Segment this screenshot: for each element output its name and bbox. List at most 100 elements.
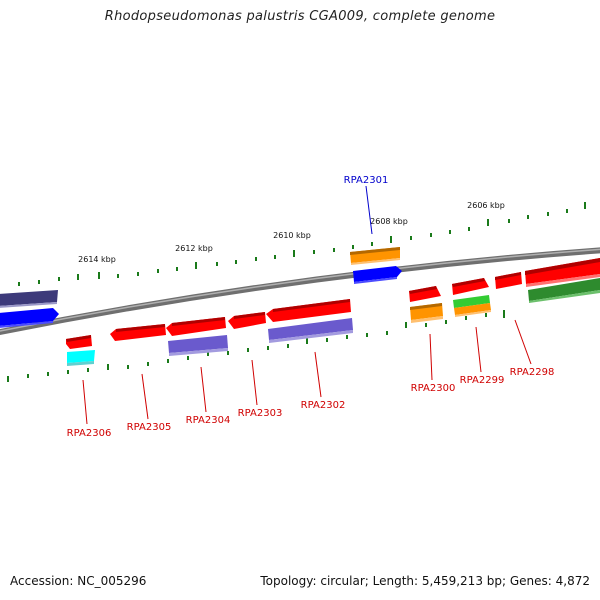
gene-feature-navy[interactable] — [0, 290, 58, 306]
gene-feature-red-top — [234, 312, 265, 319]
scale-tick — [346, 335, 348, 339]
scale-tick — [127, 365, 129, 369]
scale-tick — [58, 277, 60, 281]
scale-tick — [333, 248, 335, 252]
scale-label: 2614 kbp — [78, 255, 116, 264]
accession-label: Accession: NC_005296 — [10, 574, 147, 588]
scale-ticks-inner — [7, 310, 505, 382]
scale-label: 2606 kbp — [467, 201, 505, 210]
scale-tick — [425, 323, 427, 327]
scale-tick — [176, 267, 178, 271]
gene-feature-red[interactable] — [452, 278, 489, 295]
scale-tick — [137, 272, 139, 276]
gene-feature-slate[interactable] — [168, 335, 228, 353]
gene-feature-blue-rpa2301-shadow — [354, 277, 397, 284]
scale-tick — [508, 219, 510, 223]
gene-label[interactable]: RPA2299 — [460, 375, 505, 386]
scale-tick — [485, 313, 487, 317]
label-leader-lines — [82, 185, 532, 425]
scale-tick — [38, 280, 40, 284]
scale-tick-major — [487, 219, 489, 226]
scale-tick — [313, 250, 315, 254]
gene-feature-green-rpa2299[interactable] — [453, 295, 490, 308]
scale-tick — [157, 269, 159, 273]
gene-feature-red-top — [172, 317, 225, 326]
gene-feature-blue-rpa2301[interactable] — [353, 266, 402, 282]
scale-tick — [445, 320, 447, 324]
leader-line — [429, 333, 433, 381]
gene-feature-slate-shadow — [269, 330, 353, 343]
scale-tick — [352, 245, 354, 249]
scale-label: 2612 kbp — [175, 244, 213, 253]
scale-tick-major — [293, 250, 295, 257]
scale-tick-major — [207, 350, 209, 356]
gene-label[interactable]: RPA2302 — [301, 400, 346, 411]
scale-tick — [465, 316, 467, 320]
scale-tick — [527, 215, 529, 219]
scale-tick — [255, 257, 257, 261]
scale-tick — [410, 236, 412, 240]
scale-tick — [547, 212, 549, 216]
gene-feature-red-top — [495, 272, 521, 280]
gene-label-selected[interactable]: RPA2301 — [344, 175, 389, 186]
scale-tick — [386, 331, 388, 335]
gene-feature-orange-rpa2299[interactable] — [454, 303, 491, 315]
scale-tick — [274, 255, 276, 259]
gene-feature-red-rpa2302[interactable] — [266, 299, 351, 322]
gene-feature-green[interactable] — [528, 278, 600, 301]
gene-feature-orange-top — [350, 247, 400, 255]
scale-tick — [27, 374, 29, 378]
scale-tick-major — [503, 310, 505, 318]
scale-tick-major — [7, 376, 9, 382]
scale-tick — [227, 351, 229, 355]
topology-summary: Topology: circular; Length: 5,459,213 bp… — [260, 574, 590, 588]
scale-tick-major — [77, 274, 79, 280]
gene-feature-red-top — [452, 278, 485, 287]
gene-label[interactable]: RPA2298 — [510, 367, 555, 378]
gene-feature-red-top — [409, 286, 437, 294]
gene-feature-red-rpa2304[interactable] — [166, 317, 226, 336]
leader-line — [251, 359, 258, 406]
map-title: Rhodopseudomonas palustris CGA009, compl… — [104, 9, 496, 24]
gene-label[interactable]: RPA2300 — [411, 383, 456, 394]
leader-line — [365, 185, 373, 235]
scale-tick — [87, 368, 89, 372]
gene-label[interactable]: RPA2306 — [67, 428, 112, 439]
gene-feature-blue[interactable] — [0, 308, 59, 326]
gene-feature-orange-shadow — [351, 258, 400, 265]
scale-tick-major — [306, 338, 308, 344]
scale-tick — [247, 348, 249, 352]
scale-tick — [147, 362, 149, 366]
scale-tick — [235, 260, 237, 264]
scale-tick — [287, 344, 289, 348]
gene-labels: RPA2306 RPA2305 RPA2304 RPA2303 RPA2302 … — [67, 175, 555, 439]
scale-tick — [267, 346, 269, 350]
scale-tick — [167, 359, 169, 363]
gene-label[interactable]: RPA2304 — [186, 415, 231, 426]
scale-label: 2608 kbp — [370, 217, 408, 226]
scale-tick-major — [195, 262, 197, 269]
gene-feature-orange-top — [410, 303, 442, 310]
gene-feature-red-shadow — [526, 274, 600, 287]
gene-feature-cyan-shadow — [67, 361, 94, 366]
scale-tick — [216, 262, 218, 266]
scale-tick — [371, 242, 373, 246]
gene-feature-navy-shadow — [0, 302, 57, 308]
scale-tick — [566, 209, 568, 213]
gene-feature-green-shadow — [529, 290, 600, 303]
leader-line — [475, 326, 482, 373]
scale-tick — [98, 272, 100, 279]
gene-label[interactable]: RPA2303 — [238, 408, 283, 419]
scale-tick — [187, 356, 189, 360]
scale-tick — [117, 274, 119, 278]
lower-strand-features — [66, 295, 491, 366]
scale-tick — [366, 333, 368, 337]
gene-feature-orange-shadow — [455, 310, 491, 317]
gene-feature-slate[interactable] — [268, 318, 353, 340]
gene-label[interactable]: RPA2305 — [127, 422, 172, 433]
scale-tick — [18, 282, 20, 286]
gene-feature-cyan[interactable] — [67, 350, 95, 363]
scale-tick-major — [405, 322, 407, 328]
upper-strand-features — [0, 247, 600, 328]
